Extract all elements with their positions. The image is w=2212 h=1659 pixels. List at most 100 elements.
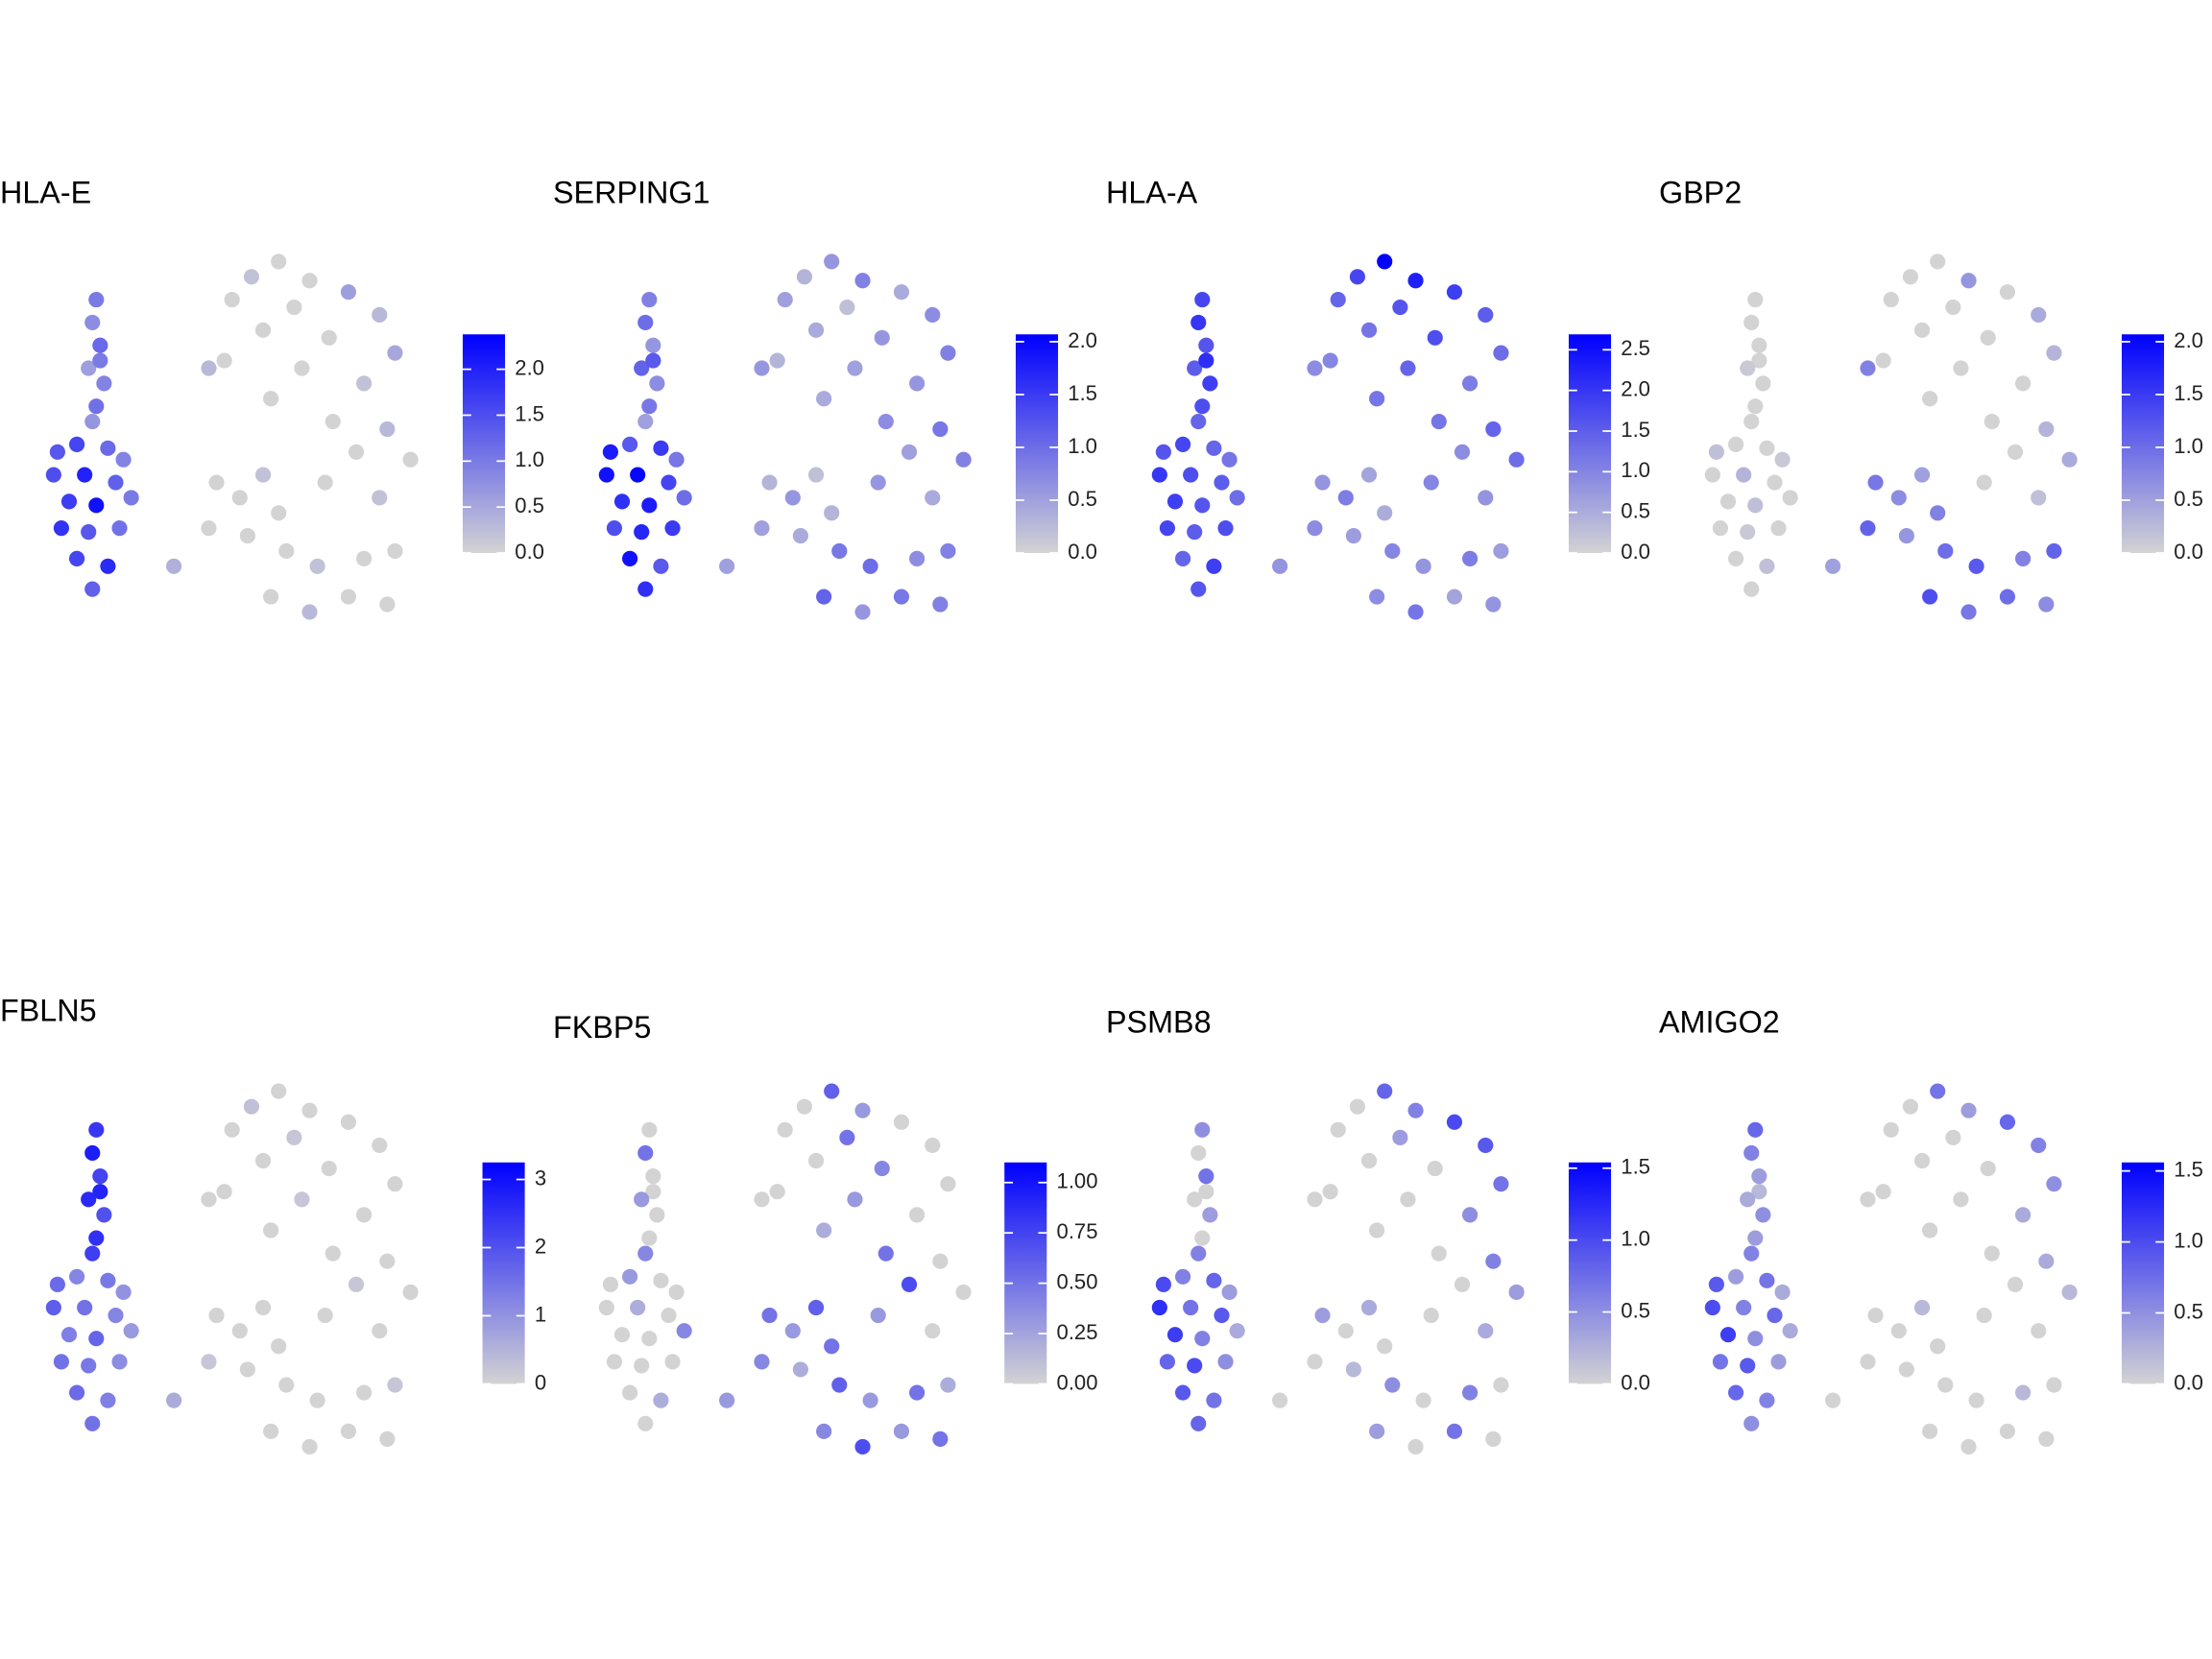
cell-point (1922, 589, 1938, 605)
cell-point (630, 1299, 646, 1316)
cell-point (1369, 1423, 1385, 1439)
cell-point (84, 581, 101, 597)
colorbar (482, 1162, 525, 1384)
cell-point (208, 1307, 225, 1324)
cell-point (893, 589, 910, 605)
cell-point (69, 1384, 85, 1401)
cell-point (2031, 1137, 2047, 1153)
cell-point (379, 421, 396, 438)
cell-point (231, 1323, 248, 1339)
cell-point (340, 589, 357, 605)
cell-point (816, 589, 832, 605)
cell-point (294, 360, 310, 376)
cell-point (100, 440, 116, 456)
cell-point (878, 413, 894, 430)
cell-point (1369, 589, 1385, 605)
cell-point (216, 352, 232, 369)
cell-point (1922, 1222, 1938, 1238)
colorbar (1568, 334, 1612, 553)
cell-point (1747, 497, 1764, 514)
cell-point (909, 550, 926, 566)
cell-point (1902, 269, 1918, 285)
cell-point (356, 1384, 373, 1401)
cell-point (348, 1276, 365, 1292)
cell-point (653, 1392, 669, 1408)
cell-point (676, 1323, 692, 1339)
panel-title: HLA-A (1106, 175, 1198, 209)
cell-point (1166, 1327, 1184, 1343)
cell-point (1767, 474, 1783, 491)
cell-point (2038, 421, 2055, 438)
cell-point (254, 467, 272, 483)
cell-point (1968, 1392, 1984, 1408)
colorbar-tick-label: 0.0 (515, 540, 544, 564)
cell-point (81, 1191, 97, 1208)
cell-point (653, 1272, 669, 1288)
cell-point (1898, 1361, 1914, 1378)
colorbar-tick-label: 1.5 (1621, 1155, 1650, 1179)
cell-point (1968, 558, 1984, 574)
cell-point (239, 527, 255, 544)
cell-point (1190, 413, 1207, 430)
cell-point (893, 1114, 910, 1130)
cell-point (1377, 253, 1393, 270)
cell-point (925, 1323, 941, 1339)
cell-point (1751, 352, 1767, 369)
cell-point (1930, 1338, 1946, 1355)
cell-point (2007, 444, 2024, 460)
cell-point (1360, 467, 1378, 483)
cell-point (1759, 440, 1775, 456)
cell-point (1774, 451, 1791, 468)
cell-point (301, 1102, 318, 1118)
cell-point (69, 1268, 85, 1285)
cell-point (340, 1423, 357, 1439)
cell-point (641, 292, 658, 308)
cell-point (1890, 1323, 1907, 1339)
cell-point (901, 444, 918, 460)
cell-point (1960, 1438, 1977, 1455)
cell-point (45, 1299, 61, 1316)
cell-point (2031, 1323, 2047, 1339)
cell-point (84, 1144, 101, 1162)
cell-point (1478, 490, 1494, 506)
cell-point (925, 490, 941, 506)
cell-point (1166, 493, 1184, 510)
cell-point (839, 1129, 855, 1145)
cell-point (1206, 558, 1222, 574)
cell-point (1427, 329, 1443, 346)
cell-point (634, 1191, 650, 1208)
cell-point (88, 292, 105, 308)
cell-point (301, 273, 318, 289)
panel: AMIGO2 0.0 0.5 1.0 1.5 (1659, 1004, 2203, 1455)
colorbar (1015, 334, 1059, 553)
cell-point (878, 1245, 894, 1262)
cell-point (955, 1284, 972, 1300)
colorbar-tick-label: 0.0 (1068, 540, 1097, 564)
cell-point (387, 345, 403, 361)
cell-point (1369, 1222, 1385, 1238)
cell-point (1400, 1191, 1416, 1208)
cell-point (796, 269, 812, 285)
cell-point (2046, 1176, 2062, 1192)
cell-point (637, 581, 654, 597)
cell-point (645, 1184, 661, 1200)
cell-point (854, 604, 871, 620)
cell-point (1478, 1323, 1494, 1339)
cell-point (2046, 345, 2062, 361)
cell-point (637, 1245, 654, 1262)
cell-point (1743, 413, 1760, 430)
cell-point (1446, 1114, 1463, 1130)
cell-point (1759, 558, 1775, 574)
colorbar-tick-label: 0.50 (1057, 1269, 1098, 1293)
cell-point (1736, 467, 1752, 483)
cell-point (1151, 467, 1167, 483)
colorbar-tick-label: 2.0 (515, 355, 544, 379)
cell-point (1782, 490, 1798, 506)
cell-point (893, 284, 910, 301)
cell-point (1431, 1245, 1447, 1262)
cell-point (1930, 1083, 1946, 1099)
cell-point (1984, 413, 2000, 430)
cell-point (2015, 375, 2032, 392)
cell-point (1392, 1129, 1408, 1145)
